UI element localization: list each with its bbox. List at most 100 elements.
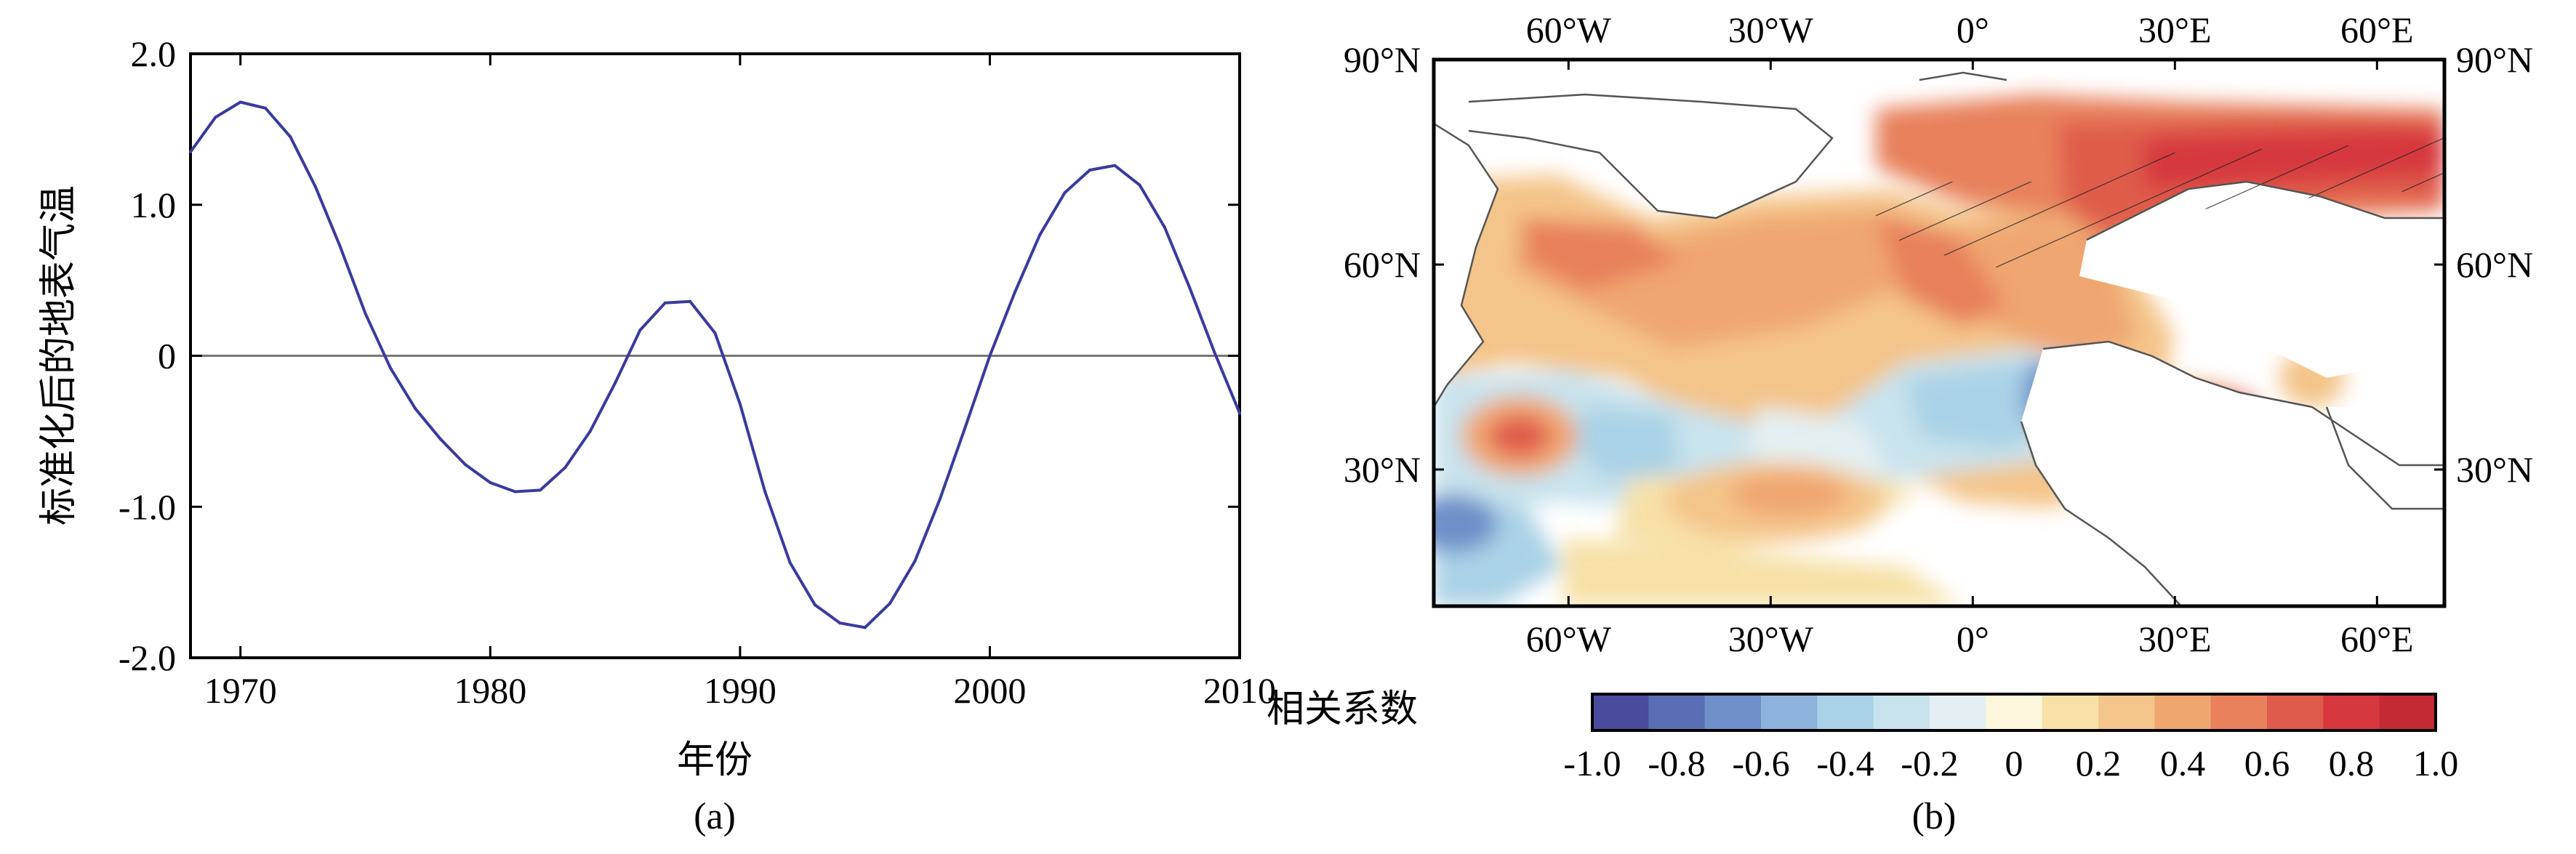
data-point: [813, 603, 816, 607]
y-tick-label: -2.0: [119, 637, 176, 678]
data-point: [513, 490, 517, 494]
colorbar-tick-label: 0: [2005, 743, 2023, 783]
left-lat-label: 90°N: [1344, 39, 1421, 80]
right-lat-label: 60°N: [2456, 244, 2533, 285]
y-tick-label: 2.0: [131, 33, 177, 74]
data-point: [1063, 191, 1067, 195]
top-lon-label: 30°W: [1728, 9, 1814, 50]
colorbar-frame: [1591, 693, 2437, 732]
data-point: [788, 561, 792, 565]
colorbar-swatch: [2042, 694, 2099, 730]
x-tick-label: 1990: [704, 670, 777, 711]
data-point: [264, 106, 268, 110]
panel-a-label: (a): [694, 796, 736, 837]
colorbar-swatch: [2323, 694, 2380, 730]
data-point: [438, 437, 442, 440]
data-point: [638, 329, 642, 332]
data-point: [463, 463, 467, 467]
data-point: [1138, 183, 1141, 187]
bottom-lon-label: 60°E: [2340, 619, 2414, 659]
colorbar-swatch: [2379, 694, 2436, 730]
data-point: [414, 407, 417, 411]
x-axis-ticks: 1970 1980 1990 2000 2010: [204, 54, 1276, 711]
colorbar-tick-label: 0.2: [2076, 743, 2122, 783]
colorbar-swatch: [1648, 694, 1706, 730]
colorbar-swatch: [1704, 694, 1762, 730]
data-point: [489, 481, 492, 485]
colorbar-swatch: [2210, 694, 2268, 730]
data-point: [289, 135, 292, 139]
colorbar-swatch: [1873, 694, 1930, 730]
data-point: [913, 560, 917, 563]
panel-b-label: (b): [1912, 796, 1957, 837]
data-point: [938, 497, 942, 501]
colorbar-tick-label: -0.6: [1732, 743, 1789, 783]
left-lat-label: 60°N: [1344, 244, 1421, 285]
y-axis-ticks: 2.0 1.0 0 -1.0 -2.0: [119, 33, 1240, 678]
data-point: [963, 427, 967, 430]
data-point: [189, 150, 192, 154]
data-point: [1163, 225, 1166, 229]
right-lat-label: 30°N: [2456, 449, 2533, 490]
data-point: [313, 185, 317, 188]
data-point: [689, 299, 692, 303]
top-lon-label: 60°W: [1526, 9, 1612, 50]
data-point: [713, 331, 717, 335]
data-point: [1213, 351, 1216, 355]
bottom-lon-label: 60°W: [1526, 619, 1612, 659]
data-point: [838, 621, 842, 625]
significance-hatching: [1876, 138, 2444, 276]
colorbar-tick-label: 1.0: [2413, 743, 2459, 783]
temperature-series-points: [189, 100, 1241, 629]
colorbar-tick-label: 0.8: [2329, 743, 2375, 783]
x-tick-label: 2000: [953, 670, 1026, 711]
colorbar-swatch: [2267, 694, 2324, 730]
x-tick-label: 1980: [454, 670, 526, 711]
data-point: [563, 466, 567, 470]
data-point: [238, 100, 242, 104]
bottom-lon-label: 30°W: [1728, 619, 1814, 659]
x-tick-label: 2010: [1203, 670, 1276, 711]
map-frame: [1432, 57, 2447, 608]
colorbar-tick-label: -0.8: [1648, 743, 1705, 783]
data-point: [1088, 168, 1091, 172]
data-point: [1238, 411, 1241, 415]
y-tick-label: 0: [158, 336, 176, 376]
x-axis-label: 年份: [677, 738, 753, 782]
map-axis-ticks: 60°W 60°W 30°W 30°W 0° 0° 30°E 30°E 60°E 60°E 90°N…: [1344, 9, 2533, 659]
panel-a-line-chart: 2.01.00-1.0-2.0 1970 1980 1990 2000 2010 年份 …: [37, 33, 1276, 837]
bottom-lon-label: 0°: [1957, 619, 1989, 659]
y-tick-label: -1.0: [119, 486, 176, 527]
data-point: [863, 626, 867, 629]
colorbar: [1591, 693, 2437, 732]
colorbar-tick-label: -1.0: [1563, 743, 1621, 783]
bottom-lon-label: 30°E: [2138, 619, 2212, 659]
map-area: [1434, 60, 2444, 606]
data-point: [1013, 291, 1016, 294]
top-lon-label: 30°E: [2138, 9, 2212, 50]
data-point: [988, 354, 992, 358]
data-point: [738, 402, 742, 406]
land-masks: [1434, 94, 2444, 606]
data-point: [539, 488, 542, 492]
data-point: [1038, 233, 1042, 237]
colorbar-swatch: [1986, 694, 2043, 730]
data-point: [339, 245, 342, 249]
colorbar-tick-label: 0.4: [2160, 743, 2206, 783]
colorbar-swatch: [1592, 694, 1649, 730]
data-point: [214, 116, 217, 119]
y-axis-label: 标准化后的地表气温: [37, 185, 81, 525]
colorbar-tick-label: 0.6: [2244, 743, 2290, 783]
right-lat-label: 90°N: [2456, 39, 2533, 80]
data-point: [763, 490, 767, 494]
data-point: [364, 312, 367, 315]
data-point: [614, 381, 617, 384]
x-tick-label: 1970: [204, 670, 277, 711]
y-tick-label: 1.0: [131, 185, 177, 225]
colorbar-label: 相关系数: [1267, 688, 1418, 731]
colorbar-tick-label: -0.2: [1901, 743, 1958, 783]
coastlines: [1434, 71, 2444, 606]
data-point: [1188, 286, 1192, 290]
left-lat-label: 30°N: [1344, 449, 1421, 490]
